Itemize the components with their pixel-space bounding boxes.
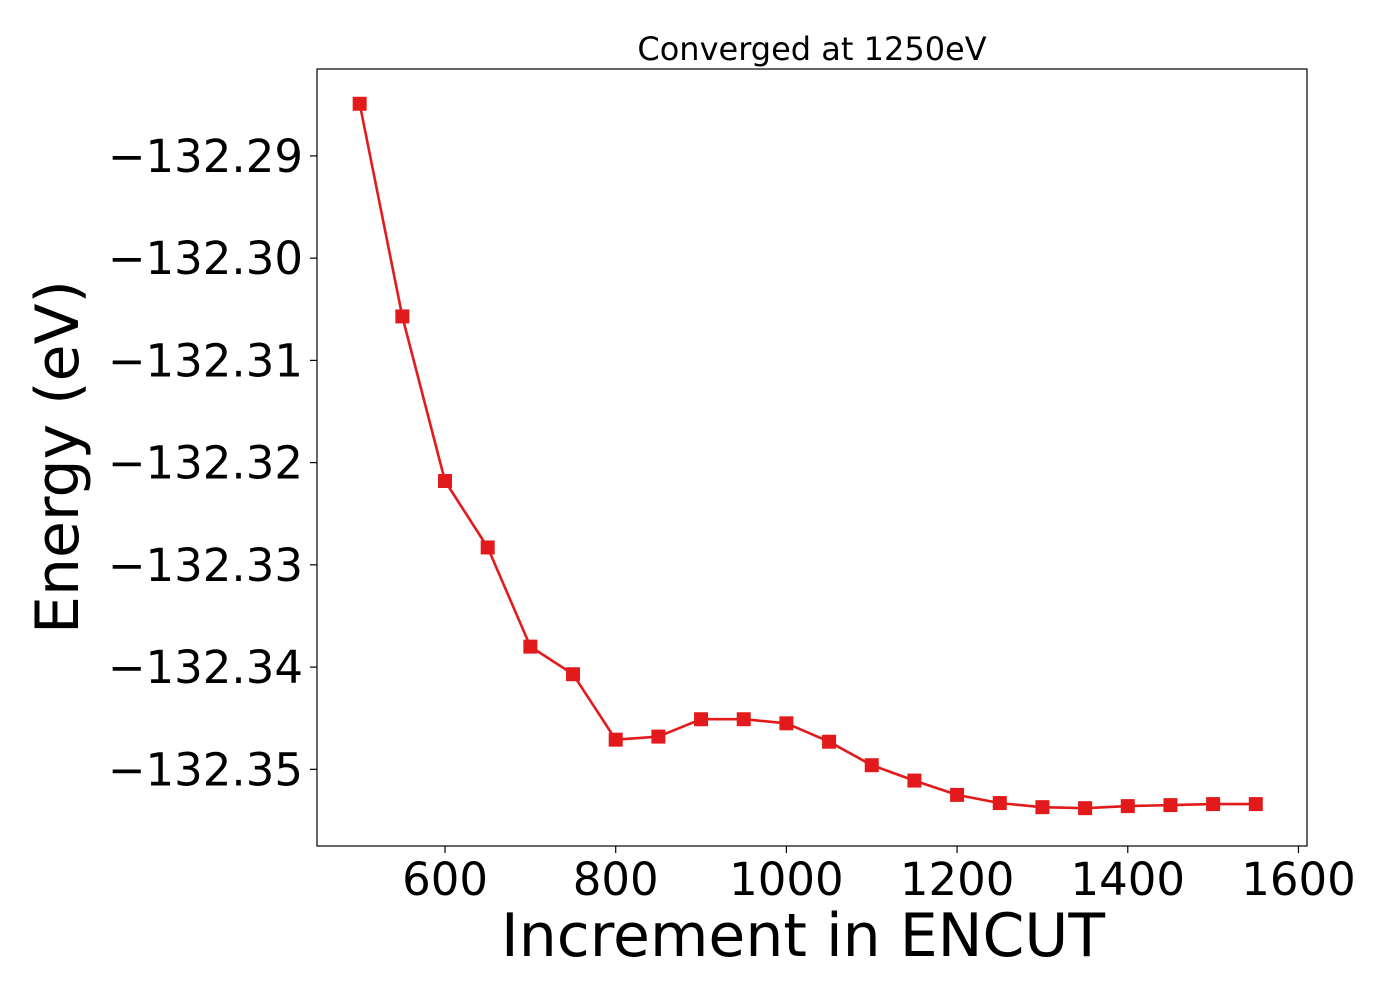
- data-point-marker: [950, 787, 965, 802]
- data-point-marker: [438, 474, 453, 489]
- data-point-marker: [694, 712, 709, 727]
- x-tick-label: 1000: [729, 853, 844, 906]
- x-tick-label: 1400: [1071, 853, 1186, 906]
- y-axis: −132.29 −132.30 −132.31 −132.32 −132.33 −132.…: [108, 130, 317, 796]
- data-point-marker: [864, 758, 879, 773]
- plot-frame: [316, 68, 1308, 847]
- data-point-marker: [1035, 800, 1050, 815]
- data-point-marker: [480, 540, 495, 555]
- y-tick-label: −132.33: [108, 539, 303, 592]
- data-point-marker: [907, 773, 922, 788]
- data-point-marker: [1206, 797, 1221, 812]
- y-tick-label: −132.31: [108, 334, 303, 387]
- y-tick-label: −132.29: [108, 130, 303, 183]
- y-tick-label: −132.30: [108, 232, 303, 285]
- x-tick-label: 1600: [1241, 853, 1356, 906]
- y-axis-label: Energy (eV): [23, 280, 93, 634]
- data-point-marker: [1120, 799, 1135, 814]
- x-tick-label: 1200: [900, 853, 1015, 906]
- y-tick-label: −132.34: [108, 641, 303, 694]
- data-point-marker: [523, 639, 538, 654]
- data-point-marker: [1163, 798, 1178, 813]
- data-point-marker: [566, 667, 581, 682]
- data-point-marker: [352, 96, 367, 111]
- plot-area: [352, 96, 1263, 816]
- data-point-marker: [779, 716, 794, 731]
- data-point-marker: [736, 712, 751, 727]
- y-tick-label: −132.32: [108, 437, 303, 490]
- y-tick-label: −132.35: [108, 743, 303, 796]
- data-point-marker: [651, 729, 666, 744]
- x-axis: 600 800 1000 1200 1400 1600: [402, 846, 1356, 906]
- data-point-marker: [1078, 801, 1093, 816]
- chart-title: Converged at 1250eV: [637, 30, 986, 68]
- series-line: [358, 103, 1256, 810]
- data-point-marker: [608, 732, 623, 747]
- data-point-marker: [1248, 797, 1263, 812]
- data-point-marker: [822, 734, 837, 749]
- x-tick-label: 600: [402, 853, 488, 906]
- data-point-marker: [395, 309, 410, 324]
- x-tick-label: 800: [573, 853, 659, 906]
- data-point-marker: [992, 796, 1007, 811]
- x-axis-label: Increment in ENCUT: [501, 901, 1105, 971]
